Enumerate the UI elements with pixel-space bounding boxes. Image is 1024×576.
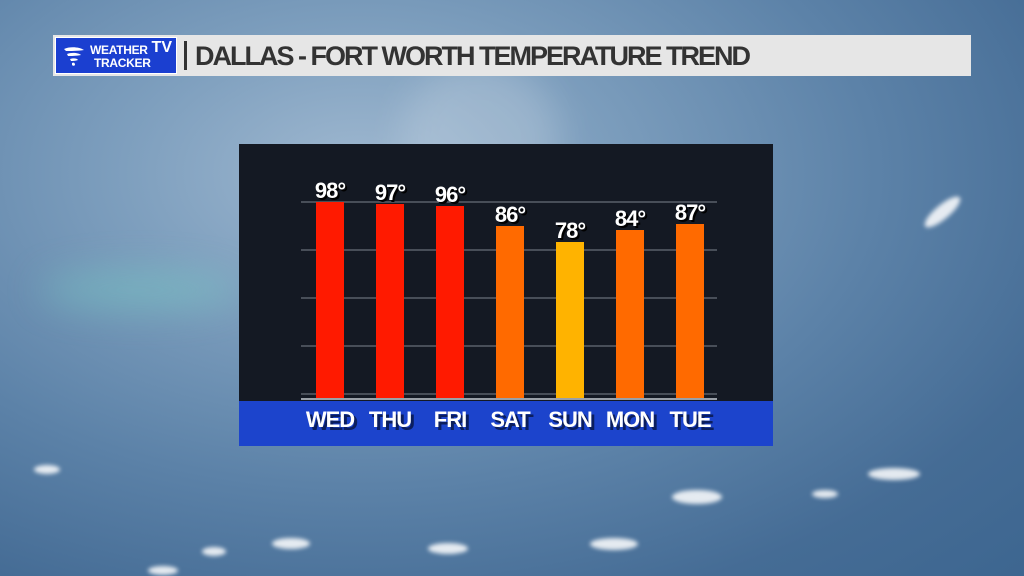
day-label-shadow: WED bbox=[309, 410, 357, 435]
day-label-shadow: SAT bbox=[493, 410, 534, 435]
value-label-shadow: 87° bbox=[677, 202, 707, 227]
bar-mon bbox=[616, 230, 644, 398]
value-label-tue: 87° bbox=[675, 200, 705, 225]
day-label-wed: WED bbox=[306, 407, 354, 432]
cloud bbox=[812, 490, 838, 498]
cloud bbox=[428, 543, 468, 554]
cloud bbox=[672, 490, 722, 504]
bar-fri bbox=[436, 206, 464, 398]
value-label-shadow: 78° bbox=[557, 220, 587, 245]
value-label-fri: 96° bbox=[435, 182, 465, 207]
day-label-shadow: TUE bbox=[673, 410, 714, 435]
cloud bbox=[272, 538, 310, 549]
value-label-shadow: 96° bbox=[437, 184, 467, 209]
temperature-chart: 98° 98° WED WED 97° 97° THU THU 96° 96° FRI FRI 86° 8… bbox=[239, 144, 773, 446]
bar-sun bbox=[556, 242, 584, 398]
day-label-sat: SAT bbox=[490, 407, 531, 432]
cloud bbox=[34, 465, 60, 474]
cloud bbox=[868, 468, 920, 480]
cloud bbox=[148, 566, 178, 575]
logo-text-tracker: TRACKER bbox=[94, 56, 151, 70]
bar-thu bbox=[376, 204, 404, 398]
value-label-wed: 98° bbox=[315, 178, 345, 203]
bar-sat bbox=[496, 226, 524, 398]
day-label-mon: MON bbox=[606, 407, 654, 432]
title-separator bbox=[184, 41, 187, 70]
value-label-thu: 97° bbox=[375, 180, 405, 205]
cloud bbox=[590, 538, 638, 550]
day-label-tue: TUE bbox=[670, 407, 711, 432]
value-label-mon: 84° bbox=[615, 206, 645, 231]
value-label-shadow: 86° bbox=[497, 204, 527, 229]
day-label-thu: THU bbox=[369, 407, 411, 432]
page-title: DALLAS - FORT WORTH TEMPERATURE TREND bbox=[195, 41, 751, 71]
value-label-shadow: 84° bbox=[617, 208, 647, 233]
day-label-band bbox=[239, 401, 773, 446]
day-label-shadow: FRI bbox=[437, 410, 469, 435]
value-label-shadow: 97° bbox=[377, 182, 407, 207]
bar-wed bbox=[316, 202, 344, 398]
value-label-sat: 86° bbox=[495, 202, 525, 227]
day-label-fri: FRI bbox=[434, 407, 466, 432]
tornado-icon bbox=[64, 47, 84, 66]
cloud bbox=[202, 547, 226, 556]
day-label-sun: SUN bbox=[548, 407, 592, 432]
chart-canvas: 98°98°WEDWED97°97°THUTHU96°96°FRIFRI86°8… bbox=[301, 178, 717, 435]
logo-text-weather: WEATHER bbox=[90, 43, 148, 57]
lens-flare bbox=[40, 270, 240, 310]
bar-tue bbox=[676, 224, 704, 398]
title-bar: WEATHER TRACKER TV DALLAS - FORT WORTH T… bbox=[53, 35, 971, 76]
value-label-sun: 78° bbox=[555, 218, 585, 243]
logo-text-tv: TV bbox=[151, 39, 172, 56]
value-label-shadow: 98° bbox=[317, 180, 347, 205]
cloud bbox=[920, 192, 965, 232]
station-logo: WEATHER TRACKER TV bbox=[55, 37, 177, 74]
day-label-shadow: MON bbox=[609, 410, 657, 435]
day-label-shadow: SUN bbox=[551, 410, 595, 435]
day-label-shadow: THU bbox=[372, 410, 414, 435]
